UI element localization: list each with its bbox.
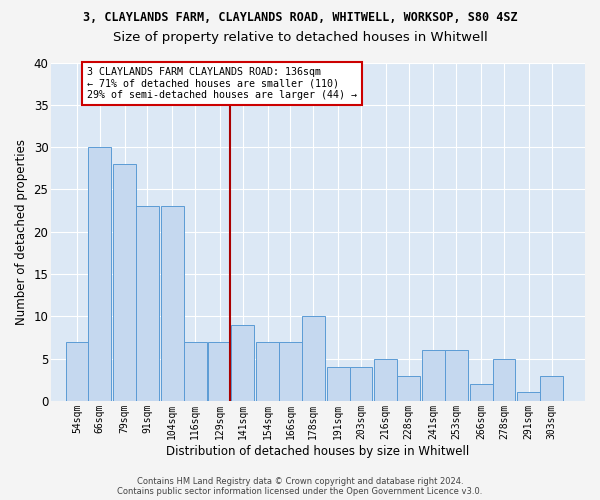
- Text: 3, CLAYLANDS FARM, CLAYLANDS ROAD, WHITWELL, WORKSOP, S80 4SZ: 3, CLAYLANDS FARM, CLAYLANDS ROAD, WHITW…: [83, 11, 517, 24]
- Bar: [493, 358, 515, 401]
- Bar: [445, 350, 468, 401]
- Bar: [88, 147, 111, 401]
- Bar: [136, 206, 159, 401]
- Text: Contains HM Land Registry data © Crown copyright and database right 2024.
Contai: Contains HM Land Registry data © Crown c…: [118, 476, 482, 496]
- Bar: [302, 316, 325, 401]
- Bar: [540, 376, 563, 401]
- Bar: [208, 342, 232, 401]
- Bar: [161, 206, 184, 401]
- Bar: [232, 325, 254, 401]
- Y-axis label: Number of detached properties: Number of detached properties: [15, 138, 28, 324]
- Bar: [397, 376, 420, 401]
- Bar: [256, 342, 279, 401]
- Bar: [279, 342, 302, 401]
- Bar: [65, 342, 88, 401]
- Bar: [184, 342, 206, 401]
- Text: Size of property relative to detached houses in Whitwell: Size of property relative to detached ho…: [113, 31, 487, 44]
- Bar: [422, 350, 445, 401]
- Bar: [517, 392, 540, 401]
- Text: 3 CLAYLANDS FARM CLAYLANDS ROAD: 136sqm
← 71% of detached houses are smaller (11: 3 CLAYLANDS FARM CLAYLANDS ROAD: 136sqm …: [88, 66, 358, 100]
- Bar: [350, 367, 373, 401]
- Bar: [374, 358, 397, 401]
- X-axis label: Distribution of detached houses by size in Whitwell: Distribution of detached houses by size …: [166, 444, 470, 458]
- Bar: [326, 367, 350, 401]
- Bar: [470, 384, 493, 401]
- Bar: [113, 164, 136, 401]
